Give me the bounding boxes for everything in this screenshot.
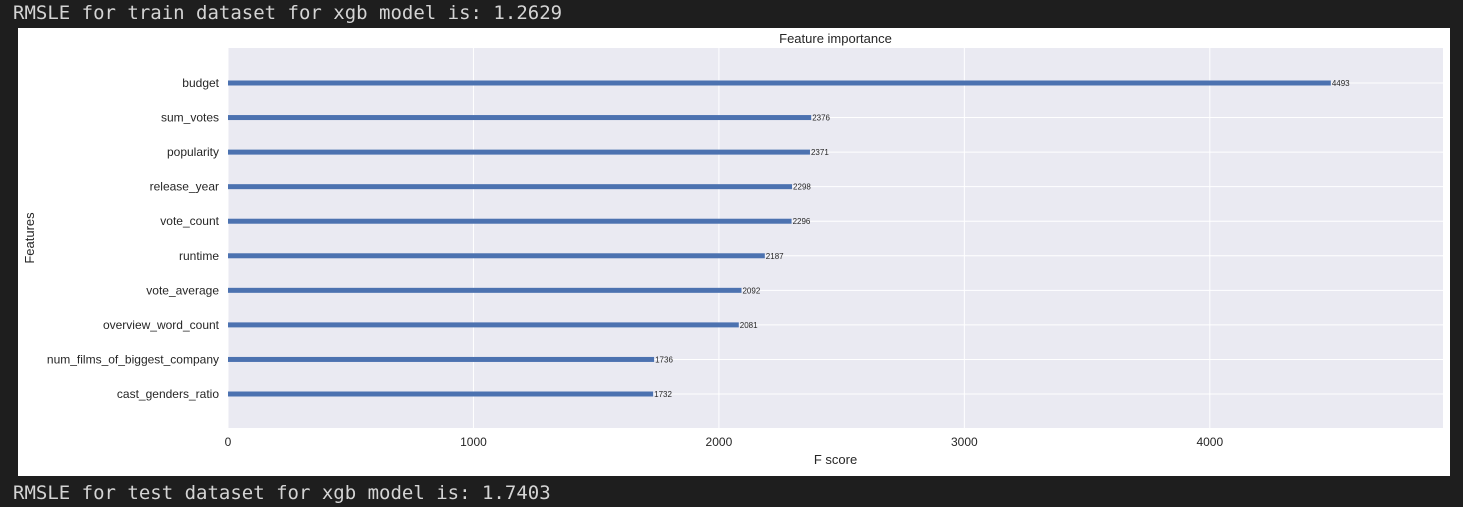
y-axis-title: Features — [22, 212, 37, 264]
bar-runtime — [228, 253, 765, 259]
bar-release-year — [228, 184, 793, 190]
value-label: 2376 — [812, 114, 830, 123]
category-label: release_year — [150, 180, 219, 194]
bar-vote-count — [228, 218, 792, 224]
value-label: 2092 — [742, 286, 760, 295]
x-tick-label: 3000 — [951, 435, 978, 449]
plot-area — [228, 48, 1443, 428]
bar-budget — [228, 80, 1331, 86]
feature-importance-chart: budget sum_votes popularity release_yearvot… — [22, 31, 1443, 467]
x-axis-title: F score — [814, 452, 857, 467]
category-label: vote_average — [146, 283, 219, 297]
chart-title: Feature importance — [779, 31, 892, 46]
value-label: 2187 — [766, 252, 784, 261]
bar-overview-word-count — [228, 322, 739, 328]
category-label: vote_count — [160, 214, 219, 228]
category-label: runtime — [179, 249, 219, 263]
category-label: num_films_of_biggest_company — [47, 352, 219, 366]
bars — [228, 80, 1331, 397]
category-labels: budget sum_votes popularity release_yearvot… — [47, 76, 220, 401]
bar-sum-votes — [228, 115, 812, 121]
value-label: 2296 — [793, 217, 811, 226]
bar-num-films-of-biggest-company — [228, 356, 655, 362]
bar-cast-genders-ratio — [228, 391, 654, 397]
value-label: 1732 — [654, 390, 672, 399]
value-label: 1736 — [655, 355, 673, 364]
value-label: 2298 — [793, 183, 811, 192]
bar-popularity — [228, 149, 810, 155]
bar-vote-average — [228, 287, 742, 293]
x-tick-label: 0 — [225, 435, 232, 449]
value-label: 2371 — [811, 148, 829, 157]
value-label: 4493 — [1332, 79, 1350, 88]
train-rmsle-output: RMSLE for train dataset for xgb model is… — [13, 2, 563, 24]
category-label: sum_votes — [161, 111, 219, 125]
category-label: overview_word_count — [103, 318, 220, 332]
category-label: popularity — [167, 145, 219, 159]
value-labels: 4493 2376 2371 2298 2296 2187 2092 2081 1736 1732 — [654, 79, 1350, 399]
x-tick-label: 4000 — [1196, 435, 1223, 449]
x-tick-labels: 0 1000 2000 3000 4000 — [225, 435, 1224, 449]
category-label: cast_genders_ratio — [117, 387, 219, 401]
x-tick-label: 2000 — [706, 435, 733, 449]
test-rmsle-output: RMSLE for test dataset for xgb model is:… — [13, 482, 551, 504]
category-label: budget — [182, 76, 219, 90]
value-label: 2081 — [740, 321, 758, 330]
x-tick-label: 1000 — [460, 435, 487, 449]
